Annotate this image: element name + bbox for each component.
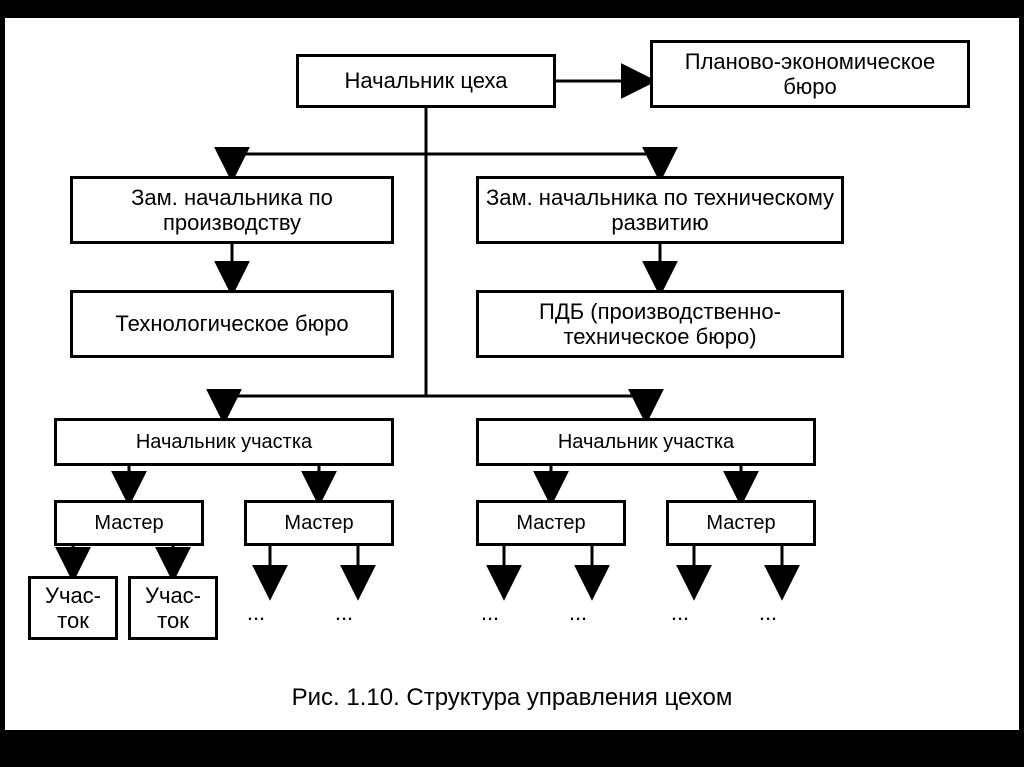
node-dep-prod: Зам. начальника по производству: [70, 176, 394, 244]
ellipsis-0: ...: [236, 600, 276, 626]
ellipsis-2: ...: [470, 600, 510, 626]
node-sector-1: Учас-ток: [28, 576, 118, 640]
node-plan-econ: Планово-экономическое бюро: [650, 40, 970, 108]
node-master-3: Мастер: [476, 500, 626, 546]
node-master-1: Мастер: [54, 500, 204, 546]
node-tech-bureau: Технологическое бюро: [70, 290, 394, 358]
node-area-head-1: Начальник участка: [54, 418, 394, 466]
node-master-2: Мастер: [244, 500, 394, 546]
node-area-head-2: Начальник участка: [476, 418, 816, 466]
node-dep-tech: Зам. начальника по техническому развитию: [476, 176, 844, 244]
node-chief: Начальник цеха: [296, 54, 556, 108]
ellipsis-5: ...: [748, 600, 788, 626]
node-sector-2: Учас-ток: [128, 576, 218, 640]
node-pdb: ПДБ (производственно-техническое бюро): [476, 290, 844, 358]
stage: Начальник цеха Планово-экономическое бюр…: [0, 0, 1024, 767]
ellipsis-1: ...: [324, 600, 364, 626]
node-master-4: Мастер: [666, 500, 816, 546]
figure-caption: Рис. 1.10. Структура управления цехом: [0, 684, 1024, 712]
ellipsis-3: ...: [558, 600, 598, 626]
ellipsis-4: ...: [660, 600, 700, 626]
